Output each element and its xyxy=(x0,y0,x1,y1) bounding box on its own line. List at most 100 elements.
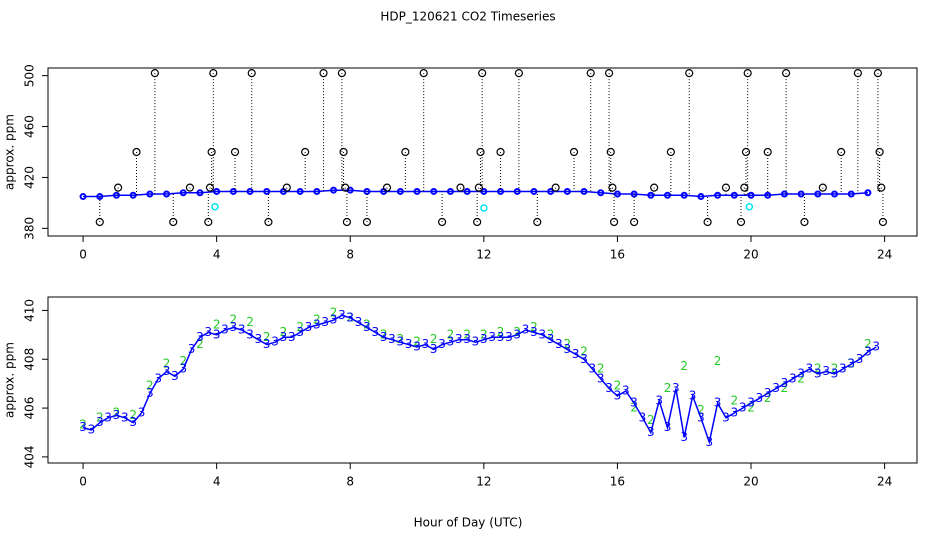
data-point xyxy=(797,190,805,198)
text-marker: 3 xyxy=(831,366,839,380)
data-point xyxy=(211,202,219,211)
text-marker: 3 xyxy=(238,322,246,336)
text-marker: 2 xyxy=(129,408,137,422)
text-marker: 3 xyxy=(772,381,780,395)
y-tick-label: 408 xyxy=(23,348,37,371)
y-tick-label: 420 xyxy=(23,166,37,189)
text-marker: 2 xyxy=(179,354,187,368)
outlier-point xyxy=(609,217,619,227)
text-marker: 3 xyxy=(538,327,546,341)
x-tick-label: 4 xyxy=(213,475,221,489)
text-marker: 2 xyxy=(614,379,622,393)
text-marker: 2 xyxy=(447,327,455,341)
data-point xyxy=(864,189,872,197)
outlier-point xyxy=(362,217,372,227)
text-marker: 2 xyxy=(296,320,304,334)
outlier-point xyxy=(95,217,104,227)
data-point xyxy=(647,191,655,199)
chart-title: HDP_120621 CO2 Timeseries xyxy=(380,10,555,24)
text-marker: 3 xyxy=(864,344,872,358)
data-point xyxy=(96,193,104,201)
outlier-point xyxy=(247,68,256,78)
text-marker: 3 xyxy=(797,366,805,380)
text-marker: 3 xyxy=(764,386,772,400)
text-marker: 3 xyxy=(847,357,855,371)
data-point xyxy=(547,187,555,195)
data-point xyxy=(213,187,221,195)
plot-frame xyxy=(47,296,918,464)
data-point xyxy=(814,190,822,198)
text-marker: 2 xyxy=(814,362,822,376)
text-marker: 2 xyxy=(213,318,221,332)
text-marker: 3 xyxy=(121,410,129,424)
outlier-point xyxy=(514,68,524,78)
y-axis-label: approx. ppm xyxy=(3,342,17,418)
data-point xyxy=(146,190,154,198)
text-marker: 2 xyxy=(497,325,505,339)
data-point xyxy=(730,191,738,199)
text-marker: 3 xyxy=(647,425,655,439)
data-point xyxy=(745,202,754,211)
outlier-point xyxy=(150,68,159,78)
outlier-point xyxy=(533,217,542,227)
text-marker: 3 xyxy=(672,381,680,395)
text-marker: 3 xyxy=(472,335,480,349)
text-marker: 3 xyxy=(422,337,430,351)
text-marker: 3 xyxy=(104,410,112,424)
text-marker: 3 xyxy=(330,313,338,327)
text-marker: 3 xyxy=(305,320,313,334)
y-tick-label: 406 xyxy=(23,397,37,420)
data-point xyxy=(446,187,454,195)
y-axis-label: approx. ppm xyxy=(3,114,17,190)
data-point xyxy=(296,187,304,195)
y-tick-label: 460 xyxy=(23,115,37,138)
outlier-point xyxy=(341,183,350,192)
text-marker: 2 xyxy=(630,401,638,415)
text-marker: 3 xyxy=(146,386,154,400)
outlier-point xyxy=(478,68,487,78)
text-marker: 3 xyxy=(639,410,647,424)
text-marker: 3 xyxy=(230,320,238,334)
text-marker: 3 xyxy=(263,337,271,351)
text-marker: 2 xyxy=(530,320,538,334)
text-marker: 3 xyxy=(221,322,229,336)
text-marker: 3 xyxy=(814,366,822,380)
text-marker: 3 xyxy=(363,320,371,334)
text-marker: 3 xyxy=(346,310,354,324)
text-marker: 3 xyxy=(129,415,137,429)
data-point xyxy=(229,187,237,195)
text-marker: 3 xyxy=(79,420,87,434)
x-tick-label: 16 xyxy=(610,248,625,262)
outlier-point xyxy=(319,68,328,78)
text-marker: 2 xyxy=(864,337,872,351)
text-marker: 3 xyxy=(430,342,438,356)
outlier-point xyxy=(114,183,123,192)
text-marker: 3 xyxy=(288,330,296,344)
text-marker: 3 xyxy=(722,410,730,424)
text-marker: 2 xyxy=(647,413,655,427)
outlier-point xyxy=(185,183,195,192)
text-marker: 2 xyxy=(730,393,738,407)
x-axis-label: Hour of Day (UTC) xyxy=(414,516,523,530)
text-marker: 2 xyxy=(263,330,271,344)
text-marker: 3 xyxy=(447,335,455,349)
text-marker: 3 xyxy=(179,362,187,376)
text-marker: 3 xyxy=(872,340,880,354)
text-marker: 3 xyxy=(488,330,496,344)
text-marker: 2 xyxy=(146,379,154,393)
text-marker: 2 xyxy=(564,337,572,351)
outlier-point xyxy=(264,217,273,227)
text-marker: 3 xyxy=(196,330,204,344)
x-tick-label: 20 xyxy=(743,475,758,489)
data-point xyxy=(613,190,621,198)
text-marker: 3 xyxy=(839,362,847,376)
text-marker: 3 xyxy=(397,335,405,349)
text-marker: 2 xyxy=(163,357,171,371)
data-point xyxy=(463,187,471,195)
outlier-point xyxy=(496,147,505,157)
outlier-point xyxy=(630,217,639,227)
text-marker: 3 xyxy=(321,315,329,329)
text-marker: 3 xyxy=(564,342,572,356)
data-point xyxy=(847,190,855,198)
